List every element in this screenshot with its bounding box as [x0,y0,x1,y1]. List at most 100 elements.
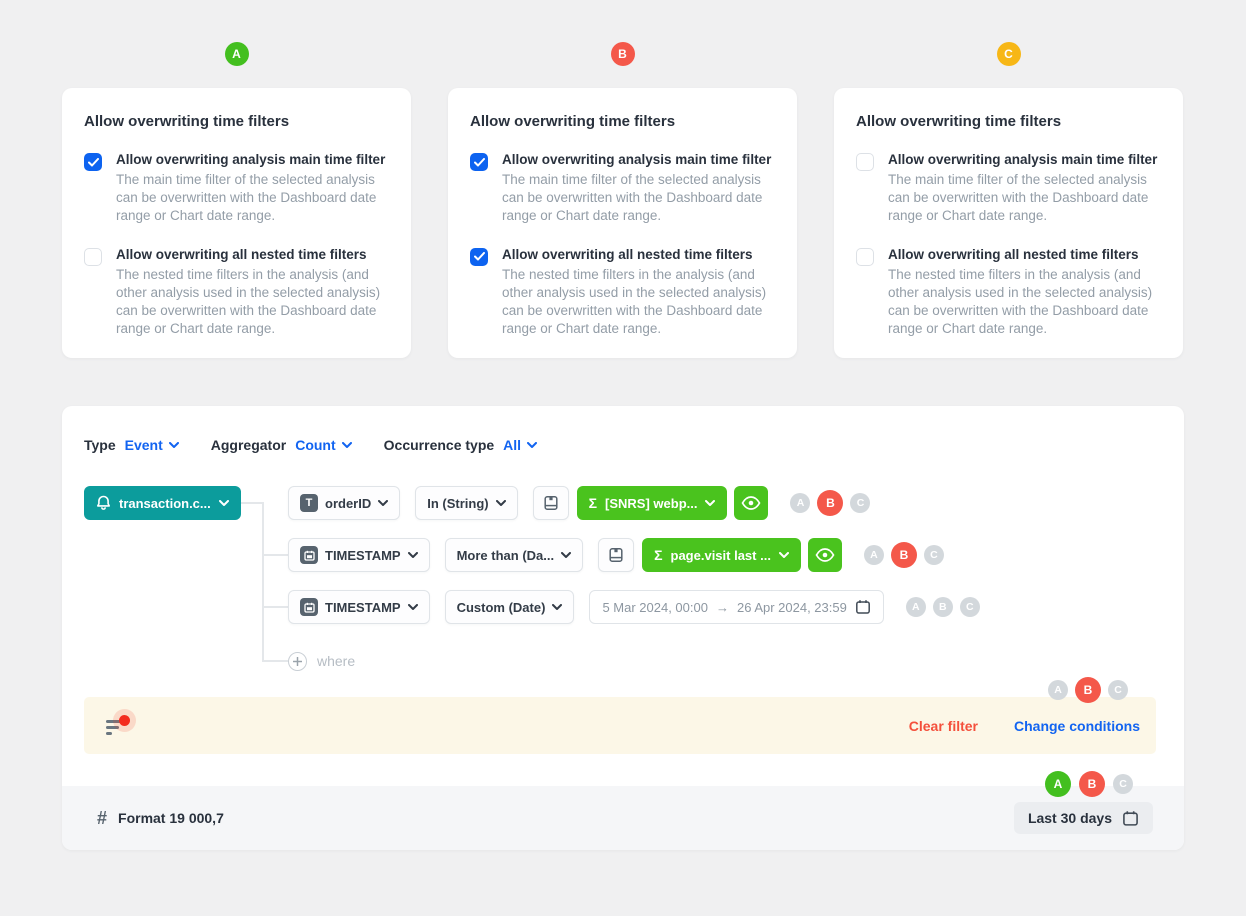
add-where-condition[interactable]: where [288,650,1156,672]
badge-b: B [1075,677,1101,703]
value-library-button[interactable] [598,538,635,572]
tree-connector [236,502,262,504]
option-label: Allow overwriting analysis main time fil… [888,152,1158,167]
chevron-down-icon [378,500,389,506]
operator-dropdown[interactable]: More than (Da... [444,538,584,572]
tree-connector [262,606,288,608]
main-time-filter-checkbox[interactable] [470,153,488,171]
option-main-time-filter: Allow overwriting analysis main time fil… [856,152,1161,225]
condition-row-1: T orderID In (String) Σ [SNRS] webp... [288,486,1156,520]
badge-b: B [890,542,917,568]
calendar-icon [855,600,870,614]
field-dropdown[interactable]: TIMESTAMP [288,590,430,624]
row-variant-badges: A B C [863,542,944,568]
occurrence-type-label: Occurrence type [383,437,495,453]
notification-dot [119,714,130,726]
nested-time-filters-checkbox[interactable] [856,247,874,266]
plus-circle-icon [288,651,307,671]
chevron-down-icon [218,500,229,506]
badge-c: C [923,545,944,565]
badge-c: C [1113,774,1133,794]
badge-c: C [959,597,980,617]
row-variant-badges: A B C [790,490,871,516]
date-range-button[interactable]: Last 30 days [1013,802,1153,834]
main-time-filter-checkbox[interactable] [84,153,102,171]
sigma-icon: Σ [654,547,663,563]
book-icon [609,548,623,562]
option-main-time-filter: Allow overwriting analysis main time fil… [470,152,775,225]
variant-column-b: B Allow overwriting time filters Allow o… [448,42,797,358]
timestamp-calendar-icon [300,546,318,564]
chevron-down-icon [527,442,538,448]
option-label: Allow overwriting all nested time filter… [888,246,1139,262]
builder-header: Type Event Aggregator Count Occurrence t… [62,406,1184,455]
nested-time-filters-checkbox[interactable] [470,247,488,266]
eye-icon [815,548,835,562]
preview-eye-button[interactable] [734,486,769,520]
aggregate-value-dropdown[interactable]: Σ page.visit last ... [642,538,801,572]
variant-b-badge: B [610,42,635,66]
badge-b: B [932,597,953,617]
filter-active-icon [106,714,132,736]
badge-b: B [1079,771,1105,797]
option-description: The nested time filters in the analysis … [116,266,381,336]
settings-card-b: Allow overwriting time filters Allow ove… [448,88,797,358]
footer-variant-badges: A B C [62,771,1133,797]
sigma-icon: Σ [588,495,598,511]
eye-icon [742,496,761,510]
change-conditions-link[interactable]: Change conditions [1014,717,1140,734]
settings-card-title: Allow overwriting time filters [84,113,290,130]
chevron-down-icon [168,442,179,448]
field-dropdown[interactable]: T orderID [288,486,401,520]
timestamp-calendar-icon [300,598,318,616]
badge-c: C [850,493,871,513]
chevron-down-icon [552,604,563,610]
nested-time-filters-checkbox[interactable] [84,247,102,266]
variant-column-a: A Allow overwriting time filters Allow o… [62,42,411,358]
clear-filter-link[interactable]: Clear filter [908,717,978,734]
operator-dropdown[interactable]: In (String) [415,486,518,520]
chevron-down-icon [561,552,572,558]
operator-dropdown[interactable]: Custom (Date) [444,590,575,624]
variants-row: A Allow overwriting time filters Allow o… [0,0,1246,358]
badge-a: A [1045,771,1071,797]
field-dropdown[interactable]: TIMESTAMP [288,538,430,572]
aggregate-value-dropdown[interactable]: Σ [SNRS] webp... [576,486,728,520]
chevron-down-icon [495,500,506,506]
type-dropdown[interactable]: Event [125,437,179,453]
event-source-dropdown[interactable]: transaction.c... [84,486,241,520]
check-icon [473,252,485,261]
filter-bar-variant-badges: A B C [62,677,1128,703]
date-end: 26 Apr 2024, 23:59 [736,599,847,615]
value-library-button[interactable] [532,486,569,520]
option-description: The nested time filters in the analysis … [502,266,767,336]
aggregator-dropdown[interactable]: Count [295,437,352,453]
chevron-down-icon [341,442,352,448]
option-label: Allow overwriting analysis main time fil… [116,152,386,167]
where-label: where [317,653,356,669]
check-icon [473,157,485,166]
option-nested-time-filters: Allow overwriting all nested time filter… [470,247,775,338]
tree-connector [262,660,288,662]
condition-tree: transaction.c... T orderID In (String) [84,486,1156,672]
bell-icon [97,495,110,510]
settings-card-c: Allow overwriting time filters Allow ove… [834,88,1183,358]
variant-c-badge: C [996,42,1021,66]
badge-a: A [863,545,884,565]
book-icon [544,496,558,510]
number-format[interactable]: # Format 19 000,7 [97,808,224,829]
option-label: Allow overwriting all nested time filter… [502,246,753,262]
hash-icon: # [97,807,108,828]
tree-connector [262,554,288,556]
preview-eye-button[interactable] [807,538,842,572]
text-attribute-icon: T [300,494,318,512]
date-range-input[interactable]: 5 Mar 2024, 00:00 → 26 Apr 2024, 23:59 [589,590,884,624]
chevron-down-icon [407,604,418,610]
main-time-filter-checkbox[interactable] [856,153,874,171]
chevron-down-icon [778,552,789,558]
option-description: The main time filter of the selected ana… [502,172,763,223]
occurrence-type-dropdown[interactable]: All [503,437,538,453]
settings-card-a: Allow overwriting time filters Allow ove… [62,88,411,358]
badge-b: B [817,490,844,516]
date-start: 5 Mar 2024, 00:00 [602,599,708,615]
